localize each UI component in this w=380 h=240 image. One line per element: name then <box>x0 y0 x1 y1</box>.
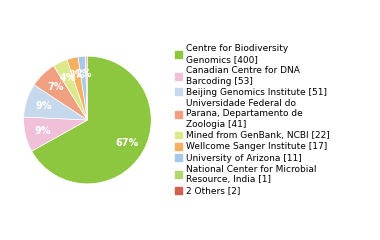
Wedge shape <box>67 57 87 120</box>
Wedge shape <box>34 66 87 120</box>
Wedge shape <box>24 117 87 151</box>
Wedge shape <box>86 56 87 120</box>
Wedge shape <box>86 56 87 120</box>
Legend: Centre for Biodiversity
Genomics [400], Canadian Centre for DNA
Barcoding [53], : Centre for Biodiversity Genomics [400], … <box>175 44 330 196</box>
Text: 4%: 4% <box>60 73 76 84</box>
Text: 7%: 7% <box>47 82 63 92</box>
Text: 9%: 9% <box>35 101 52 111</box>
Wedge shape <box>24 85 87 120</box>
Text: 9%: 9% <box>35 126 51 136</box>
Text: 3%: 3% <box>68 70 85 80</box>
Wedge shape <box>32 56 151 184</box>
Text: 67%: 67% <box>116 138 139 148</box>
Wedge shape <box>78 56 87 120</box>
Wedge shape <box>54 60 87 120</box>
Text: 2%: 2% <box>75 69 92 79</box>
